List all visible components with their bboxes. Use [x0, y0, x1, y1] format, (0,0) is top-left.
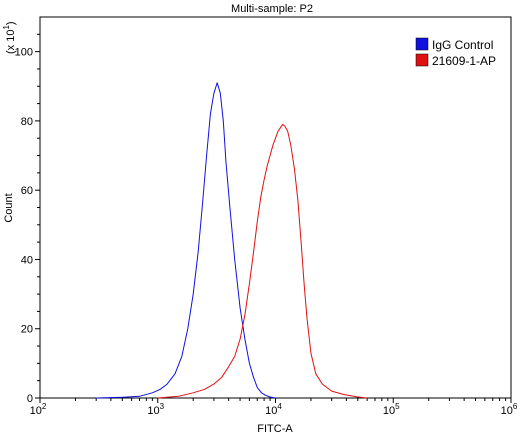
y-tick-label: 100 [15, 47, 33, 59]
legend-label-21609-1-ap: 21609-1-AP [432, 54, 496, 68]
chart-title: Multi-sample: P2 [231, 3, 313, 15]
x-tick-label: 104 [265, 402, 282, 417]
y-multiplier-exponent: 1 [2, 25, 11, 30]
legend: IgG Control 21609-1-AP [415, 37, 496, 68]
x-tick-label: 102 [30, 402, 47, 417]
x-axis-ticks: 102 103 104 105 106 [30, 398, 518, 417]
x-axis-title: FITC-A [257, 423, 293, 435]
series-layer [96, 82, 368, 399]
y-tick-label: 60 [21, 185, 33, 197]
y-tick-label: 20 [21, 324, 33, 336]
svg-text:(x 101): (x 101) [2, 21, 17, 54]
legend-label-igg-control: IgG Control [432, 38, 493, 52]
plot-frame [39, 16, 512, 399]
y-tick-label: 80 [21, 116, 33, 128]
y-multiplier-label: (x 101) [2, 21, 17, 54]
legend-swatch-igg-control [415, 37, 429, 51]
y-multiplier-prefix: (x 10 [5, 30, 17, 54]
x-tick-label: 105 [383, 402, 400, 417]
y-axis-title: Count [3, 193, 15, 222]
y-tick-label: 40 [21, 254, 33, 266]
series-line-21609-1-ap [157, 123, 368, 399]
y-axis-ticks: 0 20 40 60 80 100 [15, 33, 40, 405]
series-line-igg-control [96, 82, 276, 399]
legend-swatch-21609-1-ap [415, 53, 429, 67]
y-multiplier-close: ) [5, 21, 17, 25]
x-tick-label: 106 [501, 402, 518, 417]
x-tick-label: 103 [147, 402, 164, 417]
y-tick-label: 0 [27, 393, 33, 405]
